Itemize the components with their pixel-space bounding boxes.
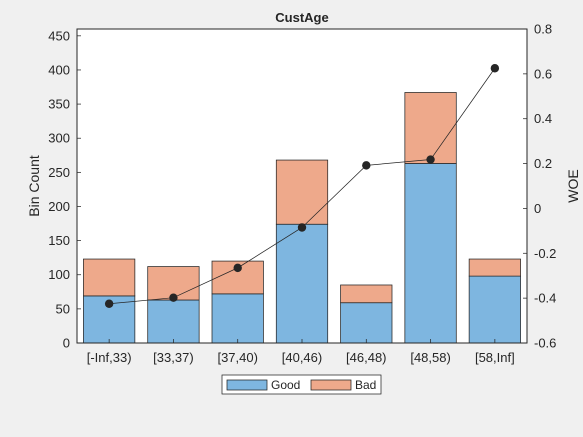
x-tick-label: [-Inf,33) — [87, 350, 132, 365]
bar-good-3 — [275, 223, 329, 344]
bar-bad-3 — [275, 159, 329, 225]
chart-title: CustAge — [275, 10, 328, 25]
y2-tick-label: -0.6 — [534, 336, 556, 351]
woe-point-4 — [362, 161, 371, 170]
bar-good-2 — [211, 293, 264, 344]
y-tick-label: 50 — [56, 301, 70, 316]
axes-layer: 0 50 100 150 200 250 300 350 400 450 -0.6 -0.4 -0.2 0… — [48, 22, 556, 366]
woe-line-layer — [104, 64, 500, 308]
bar-bad-6 — [468, 258, 521, 277]
y2-tick-label: 0 — [534, 201, 541, 216]
x-tick-label: [58,Inf] — [475, 350, 515, 365]
x-tick-label: [40,46) — [282, 350, 322, 365]
bar-good-6 — [468, 275, 521, 344]
woe-point-6 — [490, 64, 500, 73]
woe-point-1 — [169, 293, 178, 302]
y-tick-label: 350 — [48, 97, 70, 112]
y-tick-label: 200 — [48, 199, 70, 214]
y-tick-label: 150 — [48, 233, 70, 248]
x-tick-label: [48,58) — [410, 350, 450, 365]
woe-point-3 — [297, 223, 307, 232]
x-tick-label: [46,48) — [346, 350, 386, 365]
y2-tick-label: -0.4 — [534, 291, 556, 306]
y-tick-label: 400 — [48, 62, 70, 77]
x-tick-label: [33,37) — [153, 350, 193, 365]
y2-tick-label: 0.4 — [534, 111, 552, 126]
woe-point-2 — [233, 263, 242, 273]
y2-axis-label: WOE — [565, 169, 581, 202]
y2-tick-label: 0.6 — [534, 66, 552, 81]
y2-tick-label: 0.2 — [534, 156, 552, 171]
y-tick-label: 450 — [48, 28, 70, 43]
y-tick-label: 250 — [48, 165, 70, 180]
bars-layer — [83, 92, 521, 344]
legend-label-good: Good — [271, 378, 300, 392]
y-axis-label: Bin Count — [26, 155, 42, 217]
woe-point-0 — [104, 299, 114, 308]
y-tick-label: 100 — [48, 267, 70, 282]
bar-good-1 — [147, 299, 200, 344]
legend-swatch-good — [226, 379, 268, 391]
bar-bad-5 — [404, 92, 457, 164]
legend: Good Bad — [221, 374, 382, 395]
bar-good-5 — [404, 163, 457, 344]
bar-bad-0 — [83, 258, 136, 297]
y-tick-label: 0 — [63, 336, 70, 351]
woe-point-5 — [426, 155, 435, 164]
bar-good-4 — [340, 302, 393, 344]
bar-bad-4 — [340, 284, 393, 304]
x-tick-label: [37,40) — [217, 350, 257, 365]
y2-tick-label: 0.8 — [534, 22, 552, 37]
y2-tick-label: -0.2 — [534, 246, 556, 261]
y-tick-label: 300 — [48, 131, 70, 146]
legend-swatch-bad — [310, 379, 352, 391]
bar-bad-2 — [211, 260, 264, 295]
legend-label-bad: Bad — [355, 378, 376, 392]
